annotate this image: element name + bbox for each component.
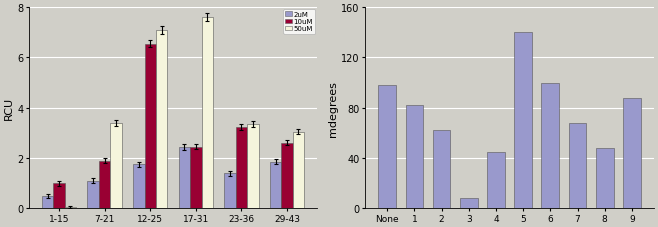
Bar <box>487 152 505 208</box>
Bar <box>236 127 247 208</box>
Bar <box>569 123 586 208</box>
Bar <box>596 148 613 208</box>
Bar <box>88 181 99 208</box>
Bar <box>293 132 304 208</box>
Bar <box>282 143 293 208</box>
Bar <box>111 123 122 208</box>
Bar <box>247 125 259 208</box>
Bar <box>378 86 396 208</box>
Bar <box>53 183 64 208</box>
Bar <box>542 83 559 208</box>
Bar <box>179 147 190 208</box>
Bar <box>270 162 282 208</box>
Bar <box>515 33 532 208</box>
Y-axis label: mdegrees: mdegrees <box>328 80 338 136</box>
Bar <box>42 196 53 208</box>
Bar <box>190 147 201 208</box>
Bar <box>201 18 213 208</box>
Bar <box>64 207 76 208</box>
Bar <box>99 161 111 208</box>
Bar <box>156 31 167 208</box>
Bar <box>224 173 236 208</box>
Bar <box>133 165 145 208</box>
Bar <box>145 44 156 208</box>
Bar <box>405 106 423 208</box>
Bar <box>460 198 478 208</box>
Legend: 2uM, 10uM, 50uM: 2uM, 10uM, 50uM <box>283 10 315 34</box>
Y-axis label: RCU: RCU <box>4 97 14 120</box>
Bar <box>433 131 451 208</box>
Bar <box>623 98 641 208</box>
